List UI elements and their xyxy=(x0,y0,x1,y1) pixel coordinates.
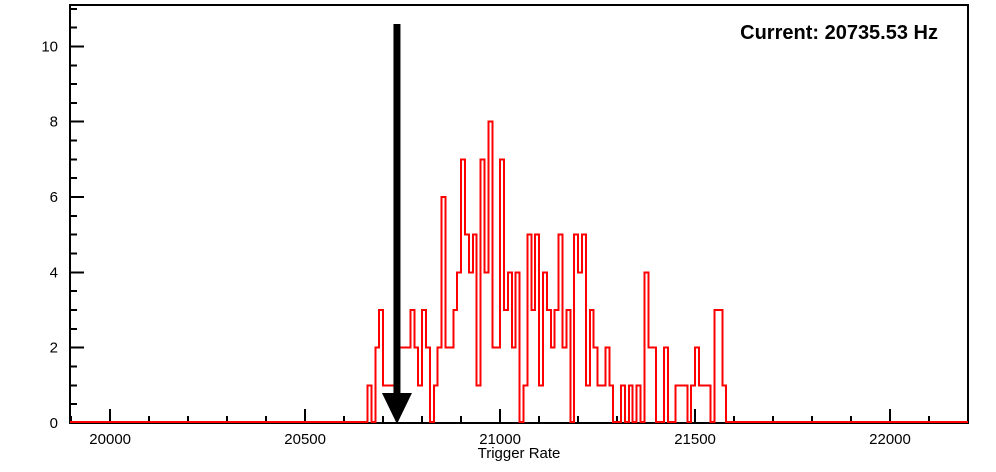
x-tick-label: 21500 xyxy=(674,431,716,448)
y-axis: 0 2 4 6 8 10 xyxy=(41,7,84,432)
y-tick-label: 6 xyxy=(50,189,58,206)
x-axis-title: Trigger Rate xyxy=(478,445,561,462)
chart-generated-layer: 20000 20500 21000 21500 22000 0 2 4 6 8 10 xyxy=(41,4,969,448)
y-tick-label: 4 xyxy=(50,264,58,281)
current-rate-marker xyxy=(381,24,412,424)
x-tick-label: 22000 xyxy=(869,431,911,448)
x-tick-label: 20000 xyxy=(89,431,131,448)
y-tick-label: 10 xyxy=(41,38,58,55)
current-rate-annotation: Current: 20735.53 Hz xyxy=(740,22,938,44)
x-tick-label: 21000 xyxy=(479,431,521,448)
y-tick-label: 8 xyxy=(50,114,58,131)
current-rate-arrow-head xyxy=(381,393,412,424)
histogram-series-trigger-rate-distribution xyxy=(70,120,968,423)
x-axis: 20000 20500 21000 21500 22000 xyxy=(70,409,931,448)
y-tick-label: 0 xyxy=(50,415,58,432)
y-tick-label: 2 xyxy=(50,340,58,357)
x-tick-label: 20500 xyxy=(284,431,326,448)
